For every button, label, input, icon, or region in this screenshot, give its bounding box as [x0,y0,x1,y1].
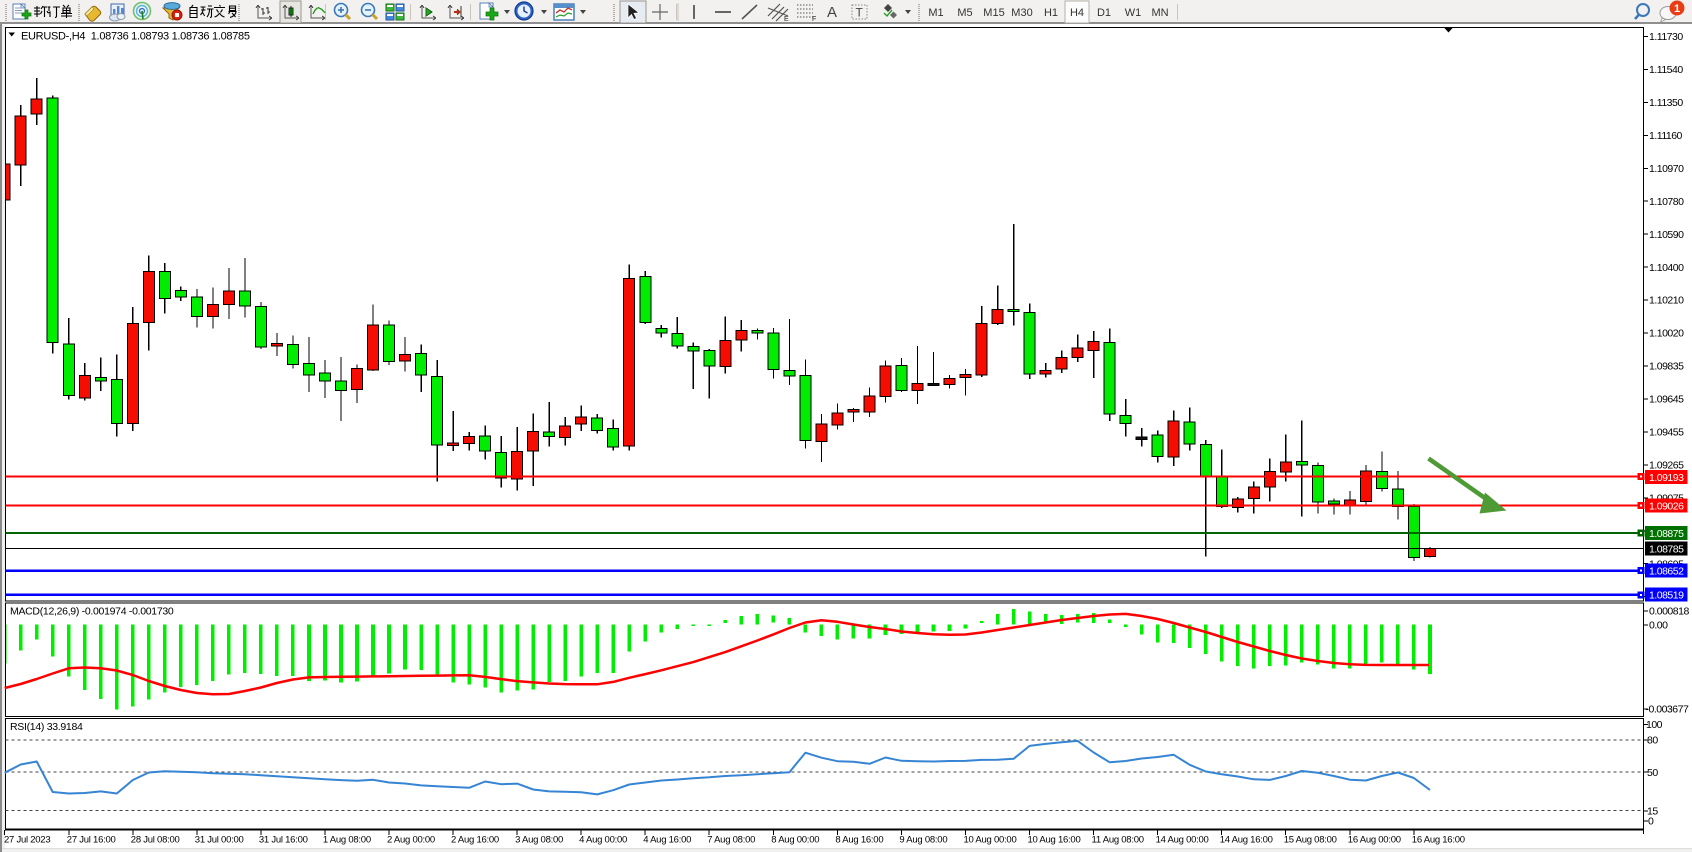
svg-text:14 Aug 00:00: 14 Aug 00:00 [1156,835,1209,846]
svg-text:27 Jul 16:00: 27 Jul 16:00 [67,835,116,846]
svg-text:1.10020: 1.10020 [1649,328,1684,340]
svg-text:9 Aug 08:00: 9 Aug 08:00 [899,835,947,846]
svg-text:7 Aug 08:00: 7 Aug 08:00 [707,835,755,846]
svg-text:31 Jul 00:00: 31 Jul 00:00 [195,835,244,846]
svg-text:11 Aug 08:00: 11 Aug 08:00 [1092,835,1144,846]
svg-text:14 Aug 16:00: 14 Aug 16:00 [1220,835,1273,846]
svg-text:1.11540: 1.11540 [1649,64,1683,76]
svg-text:16 Aug 00:00: 16 Aug 00:00 [1348,835,1401,846]
svg-text:1.10970: 1.10970 [1649,163,1684,175]
svg-text:M1: M1 [928,7,943,19]
svg-text:MN: MN [1151,7,1168,19]
svg-text:0: 0 [1648,816,1654,828]
svg-text:1.09455: 1.09455 [1649,427,1684,439]
svg-text:T: T [856,6,864,20]
svg-text:M5: M5 [957,7,972,19]
svg-text:2 Aug 00:00: 2 Aug 00:00 [387,835,435,846]
svg-text:1 Aug 08:00: 1 Aug 08:00 [323,835,371,846]
svg-text:1.10400: 1.10400 [1649,262,1684,274]
svg-text:15 Aug 08:00: 15 Aug 08:00 [1284,835,1337,846]
svg-text:27 Jul 2023: 27 Jul 2023 [4,835,50,846]
svg-text:8 Aug 16:00: 8 Aug 16:00 [835,835,883,846]
svg-text:M30: M30 [1011,7,1032,19]
svg-text:1.11160: 1.11160 [1649,130,1683,142]
svg-text:8 Aug 00:00: 8 Aug 00:00 [771,835,819,846]
svg-text:RSI(14) 33.9184: RSI(14) 33.9184 [10,721,83,733]
svg-text:1.10590: 1.10590 [1649,229,1684,241]
svg-text:1.11730: 1.11730 [1649,31,1683,43]
svg-text:MACD(12,26,9) -0.001974 -0.001: MACD(12,26,9) -0.001974 -0.001730 [10,606,174,618]
svg-text:0.000818: 0.000818 [1649,606,1689,618]
svg-text:1.08785: 1.08785 [1649,543,1684,555]
svg-text:1.10210: 1.10210 [1649,295,1684,307]
svg-text:1.08652: 1.08652 [1649,565,1684,577]
svg-text:1.09835: 1.09835 [1649,361,1684,373]
svg-text:28 Jul 08:00: 28 Jul 08:00 [131,835,180,846]
svg-text:1.08875: 1.08875 [1649,528,1684,540]
svg-text:16 Aug 16:00: 16 Aug 16:00 [1412,835,1465,846]
svg-text:E: E [784,16,789,23]
svg-text:4 Aug 00:00: 4 Aug 00:00 [579,835,627,846]
svg-text:W1: W1 [1125,7,1142,19]
svg-text:0.00: 0.00 [1649,620,1668,632]
svg-text:M15: M15 [983,7,1004,19]
svg-text:31 Jul 16:00: 31 Jul 16:00 [259,835,308,846]
svg-text:H1: H1 [1044,7,1058,19]
svg-text:4 Aug 16:00: 4 Aug 16:00 [643,835,691,846]
svg-text:1: 1 [1674,3,1680,15]
svg-text:F: F [812,16,816,23]
svg-text:50: 50 [1647,767,1658,779]
svg-text:10 Aug 00:00: 10 Aug 00:00 [964,835,1017,846]
svg-text:1.09645: 1.09645 [1649,394,1684,406]
svg-text:10 Aug 16:00: 10 Aug 16:00 [1028,835,1081,846]
svg-text:1.09193: 1.09193 [1649,472,1684,484]
svg-text:1.09026: 1.09026 [1649,500,1684,512]
svg-text:1.08519: 1.08519 [1649,589,1684,601]
svg-text:1.10780: 1.10780 [1649,196,1684,208]
svg-text:100: 100 [1646,719,1663,731]
svg-text:A: A [827,4,837,21]
svg-text:H4: H4 [1070,7,1084,19]
svg-text:15: 15 [1647,806,1658,818]
svg-text:EURUSD-,H4 1.08736 1.08793 1.: EURUSD-,H4 1.08736 1.08793 1.08736 1.087… [21,31,250,43]
svg-text:3 Aug 08:00: 3 Aug 08:00 [515,835,563,846]
svg-text:-0.003677: -0.003677 [1646,704,1689,716]
svg-text:1.11350: 1.11350 [1649,97,1683,109]
svg-text:D1: D1 [1097,7,1111,19]
svg-text:1.09265: 1.09265 [1649,460,1684,472]
svg-text:80: 80 [1647,735,1658,747]
svg-text:2 Aug 16:00: 2 Aug 16:00 [451,835,499,846]
